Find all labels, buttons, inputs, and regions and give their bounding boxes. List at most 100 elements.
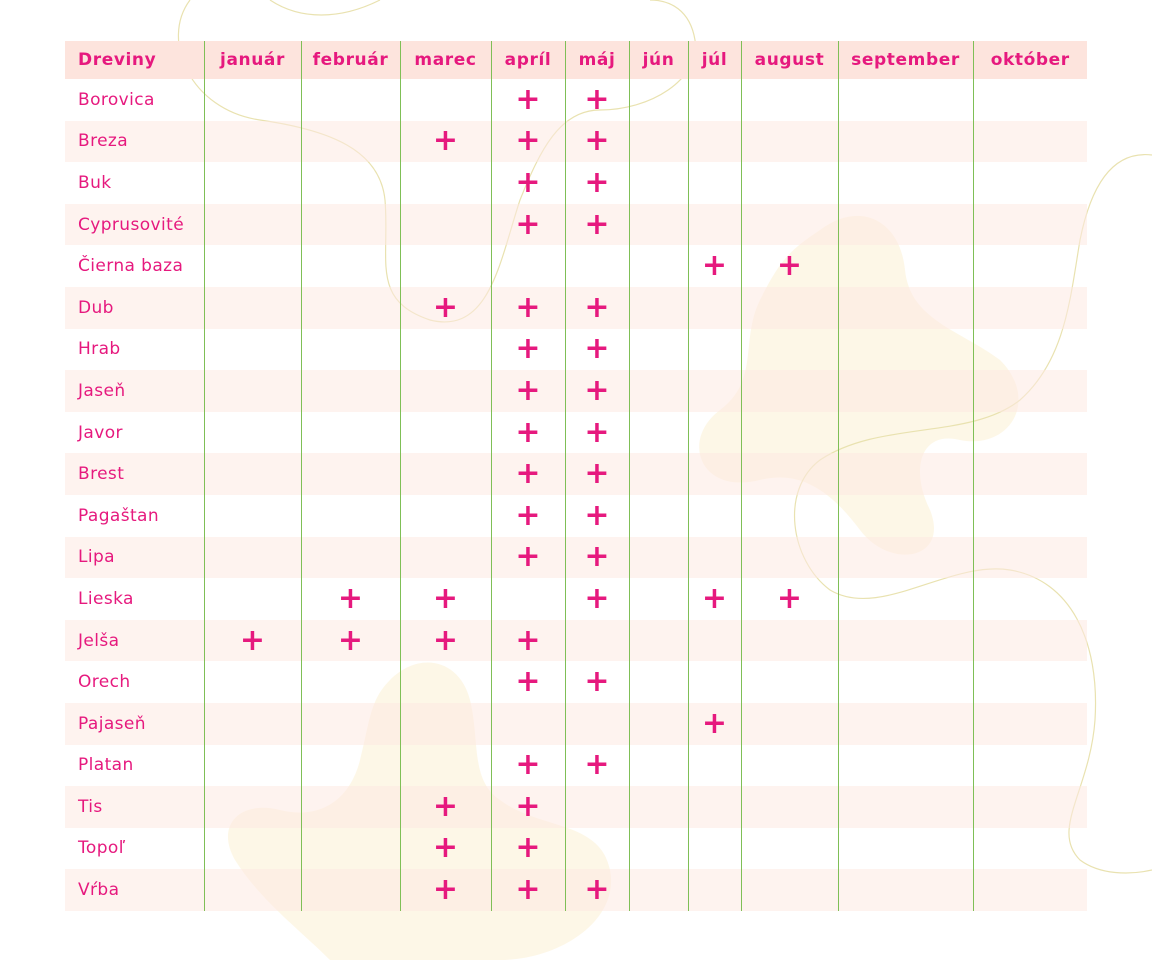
pollen-mark-plus-icon: +: [432, 123, 459, 159]
month-cell: [687, 411, 741, 454]
month-cell: [399, 661, 491, 703]
month-cell: [203, 827, 301, 870]
month-cell: [628, 245, 688, 287]
month-cell: [399, 744, 491, 787]
header-month: január: [203, 41, 301, 79]
pollen-mark-plus-icon: +: [515, 539, 541, 575]
pollen-mark-plus-icon: +: [584, 123, 610, 159]
pollen-mark-plus-icon: +: [515, 289, 541, 325]
month-cell: [687, 869, 741, 911]
header-month: september: [837, 41, 973, 79]
month-cell: [972, 453, 1087, 495]
month-cell: [740, 370, 838, 412]
pollen-mark-plus-icon: +: [515, 206, 541, 242]
month-cell: [628, 786, 688, 828]
month-cell: [972, 869, 1087, 911]
month-cell: [837, 827, 973, 870]
month-cell: +: [490, 869, 565, 911]
month-cell: [628, 494, 688, 537]
month-cell: [972, 578, 1087, 620]
month-cell: [687, 120, 741, 163]
tree-name: Cyprusovité: [78, 214, 185, 235]
tree-name: Borovica: [78, 89, 155, 110]
pollen-mark-plus-icon: +: [337, 580, 364, 616]
header-month: júl: [687, 41, 741, 79]
month-cell: [203, 120, 301, 163]
table-row: Dub + + +: [65, 286, 1087, 329]
month-cell: [837, 328, 973, 371]
month-cell: [203, 661, 301, 703]
header-month: február: [300, 41, 400, 79]
month-cell: +: [564, 120, 629, 163]
month-cell: [837, 370, 973, 412]
pollen-mark-plus-icon: +: [584, 747, 610, 783]
table-row: Orech + +: [65, 661, 1087, 703]
pollen-mark-plus-icon: +: [515, 664, 541, 700]
pollen-mark-plus-icon: +: [584, 872, 610, 908]
month-cell: +: [399, 578, 491, 620]
pollen-mark-plus-icon: +: [515, 747, 541, 783]
table-row: Čierna baza + +: [65, 245, 1087, 287]
month-cell: [203, 328, 301, 371]
month-cell: [300, 120, 400, 163]
month-cell: [837, 702, 973, 745]
month-cell: [740, 162, 838, 204]
month-cell: [564, 786, 629, 828]
header-month: apríl: [490, 41, 565, 79]
month-cell: [399, 702, 491, 745]
header-month: máj: [564, 41, 629, 79]
pollen-mark-plus-icon: +: [515, 497, 541, 533]
month-cell: +: [490, 786, 565, 828]
month-cell: [687, 162, 741, 204]
month-cell: [837, 869, 973, 911]
tree-name: Breza: [78, 131, 129, 152]
pollen-mark-plus-icon: +: [515, 81, 541, 117]
month-cell: [399, 203, 491, 246]
table-row: Brest + +: [65, 453, 1087, 495]
month-cell: +: [564, 411, 629, 454]
month-cell: [399, 411, 491, 454]
month-cell: [972, 286, 1087, 329]
header-month: október: [972, 41, 1087, 79]
month-cell: [687, 786, 741, 828]
pollen-mark-plus-icon: +: [701, 248, 728, 284]
month-cell: [837, 162, 973, 204]
month-cell: [628, 619, 688, 662]
table-row: Lipa + +: [65, 536, 1087, 579]
month-cell: [972, 536, 1087, 579]
month-cell: [740, 619, 838, 662]
month-cell: [628, 162, 688, 204]
month-cell: [740, 328, 838, 371]
month-cell: [300, 453, 400, 495]
month-cell: [203, 245, 301, 287]
month-cell: [203, 744, 301, 787]
month-cell: +: [490, 453, 565, 495]
tree-name: Pagaštan: [78, 505, 160, 526]
header-month: august: [740, 41, 838, 79]
pollen-mark-plus-icon: +: [584, 456, 610, 492]
month-cell: +: [564, 869, 629, 911]
month-cell: [837, 286, 973, 329]
table-row: Pajaseň +: [65, 702, 1087, 745]
month-cell: +: [300, 619, 400, 662]
month-cell: [203, 79, 301, 121]
month-cell: [300, 494, 400, 537]
month-cell: [628, 328, 688, 371]
month-cell: [972, 619, 1087, 662]
month-cell: [837, 494, 973, 537]
month-cell: [628, 79, 688, 121]
month-cell: [740, 286, 838, 329]
table-row: Lieska + + + + +: [65, 578, 1087, 620]
month-cell: [490, 702, 565, 745]
table-row: Vŕba + + +: [65, 869, 1087, 911]
table-row: Borovica + +: [65, 79, 1087, 121]
month-cell: +: [564, 162, 629, 204]
month-cell: [203, 494, 301, 537]
month-cell: [687, 744, 741, 787]
month-cell: [972, 411, 1087, 454]
month-cell: +: [687, 245, 741, 287]
month-cell: +: [399, 120, 491, 163]
month-cell: [399, 328, 491, 371]
month-cell: [740, 702, 838, 745]
pollen-mark-plus-icon: +: [432, 788, 459, 824]
